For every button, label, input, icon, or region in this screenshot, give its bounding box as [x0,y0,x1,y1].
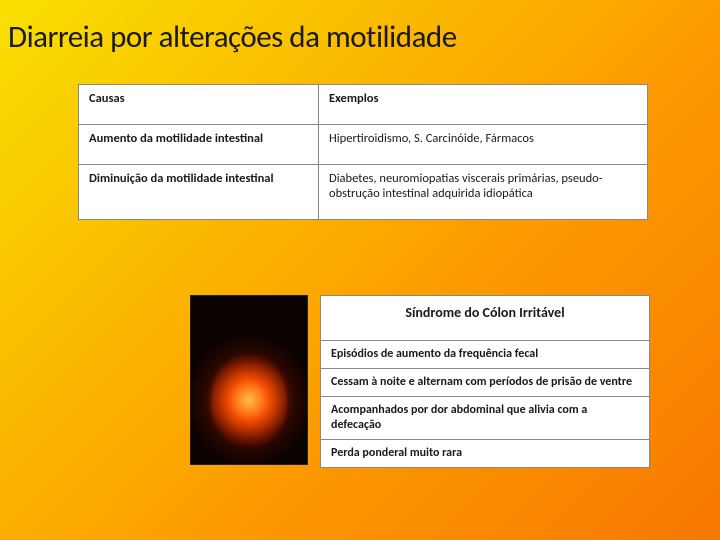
page-title: Diarreia por alterações da motilidade [0,0,720,56]
ibs-table: Síndrome do Cólon Irritável Episódios de… [320,295,650,468]
causes-table: Causas Exemplos Aumento da motilidade in… [78,84,648,220]
ibs-header: Síndrome do Cólon Irritável [321,296,650,341]
ibs-item: Acompanhados por dor abdominal que alivi… [321,396,650,439]
anatomy-intestines-illustration [190,295,308,465]
table-row: Perda ponderal muito rara [321,439,650,467]
table-row: Síndrome do Cólon Irritável [321,296,650,341]
cell-cause: Diminuição da motilidade intestinal [79,165,319,220]
lower-panel: Síndrome do Cólon Irritável Episódios de… [190,295,665,468]
table-row: Cessam à noite e alternam com períodos d… [321,368,650,396]
cell-example: Hipertiroidismo, S. Carcinóide, Fármacos [319,125,648,165]
ibs-item: Cessam à noite e alternam com períodos d… [321,368,650,396]
table-row: Acompanhados por dor abdominal que alivi… [321,396,650,439]
ibs-item: Episódios de aumento da frequência fecal [321,340,650,368]
col-header-exemplos: Exemplos [319,85,648,125]
cell-cause: Aumento da motilidade intestinal [79,125,319,165]
table-header-row: Causas Exemplos [79,85,648,125]
table-row: Episódios de aumento da frequência fecal [321,340,650,368]
table-row: Aumento da motilidade intestinal Hiperti… [79,125,648,165]
table-row: Diminuição da motilidade intestinal Diab… [79,165,648,220]
col-header-causas: Causas [79,85,319,125]
cell-example: Diabetes, neuromiopatias viscerais primá… [319,165,648,220]
ibs-item: Perda ponderal muito rara [321,439,650,467]
